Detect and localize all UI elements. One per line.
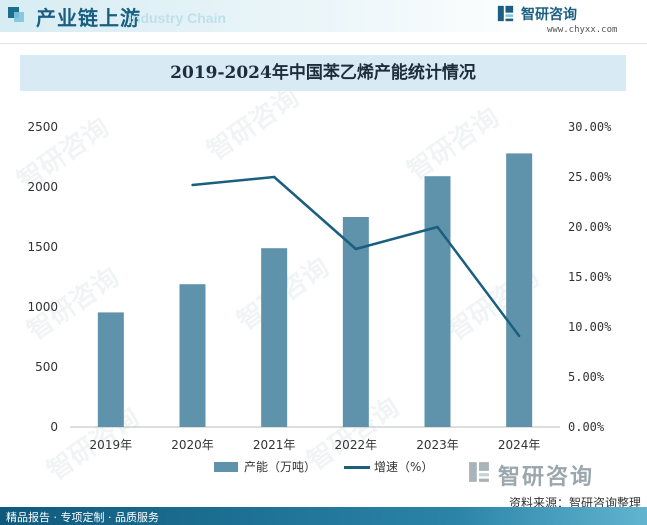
footer-bar: 精品报告 · 专项定制 · 品质服务: [0, 507, 647, 525]
growth-point: [354, 247, 358, 251]
y2-tick-label: 15.00%: [568, 270, 612, 284]
capacity-bar: [424, 176, 451, 427]
brand-url[interactable]: www.chyxx.com: [547, 25, 618, 35]
capacity-bar: [97, 312, 124, 427]
legend-bar-swatch: [214, 462, 238, 472]
section-title: 产业链上游: [36, 6, 141, 30]
x-tick-label: 2019年: [90, 438, 133, 452]
legend-line-swatch: [344, 466, 370, 469]
y-tick-label: 1000: [27, 300, 58, 314]
brand-name: 智研咨询: [521, 7, 577, 23]
y-tick-label: 500: [35, 360, 58, 374]
capacity-bar: [261, 248, 288, 427]
y-tick-label: 2000: [27, 180, 58, 194]
y-tick-label: 1500: [27, 240, 58, 254]
growth-point: [272, 175, 276, 179]
zhiyan-logo-icon: [497, 5, 514, 22]
capacity-bar: [506, 153, 533, 427]
x-tick-label: 2024年: [498, 438, 541, 452]
growth-point: [436, 225, 439, 229]
legend-label-growth: 增速（%）: [374, 460, 434, 474]
x-tick-label: 2023年: [416, 438, 459, 452]
brand-block: 智研咨询 www.chyxx.com: [489, 4, 639, 40]
y2-tick-label: 0.00%: [568, 420, 605, 434]
y-tick-label: 0: [50, 420, 58, 434]
chart-title: 2019-2024年中国苯乙烯产能统计情况: [170, 63, 476, 83]
section-title-en: Industry Chain: [128, 10, 227, 26]
zhiyan-logo-icon: [469, 462, 489, 482]
growth-point: [191, 183, 194, 187]
x-tick-label: 2022年: [335, 438, 378, 452]
growth-point: [517, 334, 521, 338]
y2-tick-label: 30.00%: [568, 120, 612, 134]
page-header: 产业链上游 Industry Chain 智研咨询 www.chyxx.com: [0, 0, 647, 44]
chart-legend: 产能（万吨） 增速（%）: [214, 458, 474, 476]
chart-title-bar: 2019-2024年中国苯乙烯产能统计情况: [20, 55, 626, 91]
footer-brand-name: 智研咨询: [498, 465, 595, 490]
capacity-bar: [342, 217, 369, 427]
footer-tagline: 精品报告 · 专项定制 · 品质服务: [6, 511, 159, 524]
x-tick-label: 2021年: [253, 438, 296, 452]
capacity-bar: [179, 284, 206, 427]
y2-tick-label: 20.00%: [568, 220, 612, 234]
y2-tick-label: 25.00%: [568, 170, 612, 184]
footer-brand: 智研咨询: [468, 459, 638, 491]
header-divider: [0, 43, 647, 44]
y2-tick-label: 5.00%: [568, 370, 605, 384]
x-tick-label: 2020年: [171, 438, 214, 452]
header-accent-icon-secondary: [14, 12, 24, 22]
header-accent-icon: [8, 7, 19, 18]
y-tick-label: 2500: [27, 120, 58, 134]
header-band: [0, 0, 647, 32]
y2-tick-label: 10.00%: [568, 320, 612, 334]
source-note: 资料来源：智研咨询整理: [508, 496, 641, 510]
legend-label-capacity: 产能（万吨）: [244, 460, 317, 474]
